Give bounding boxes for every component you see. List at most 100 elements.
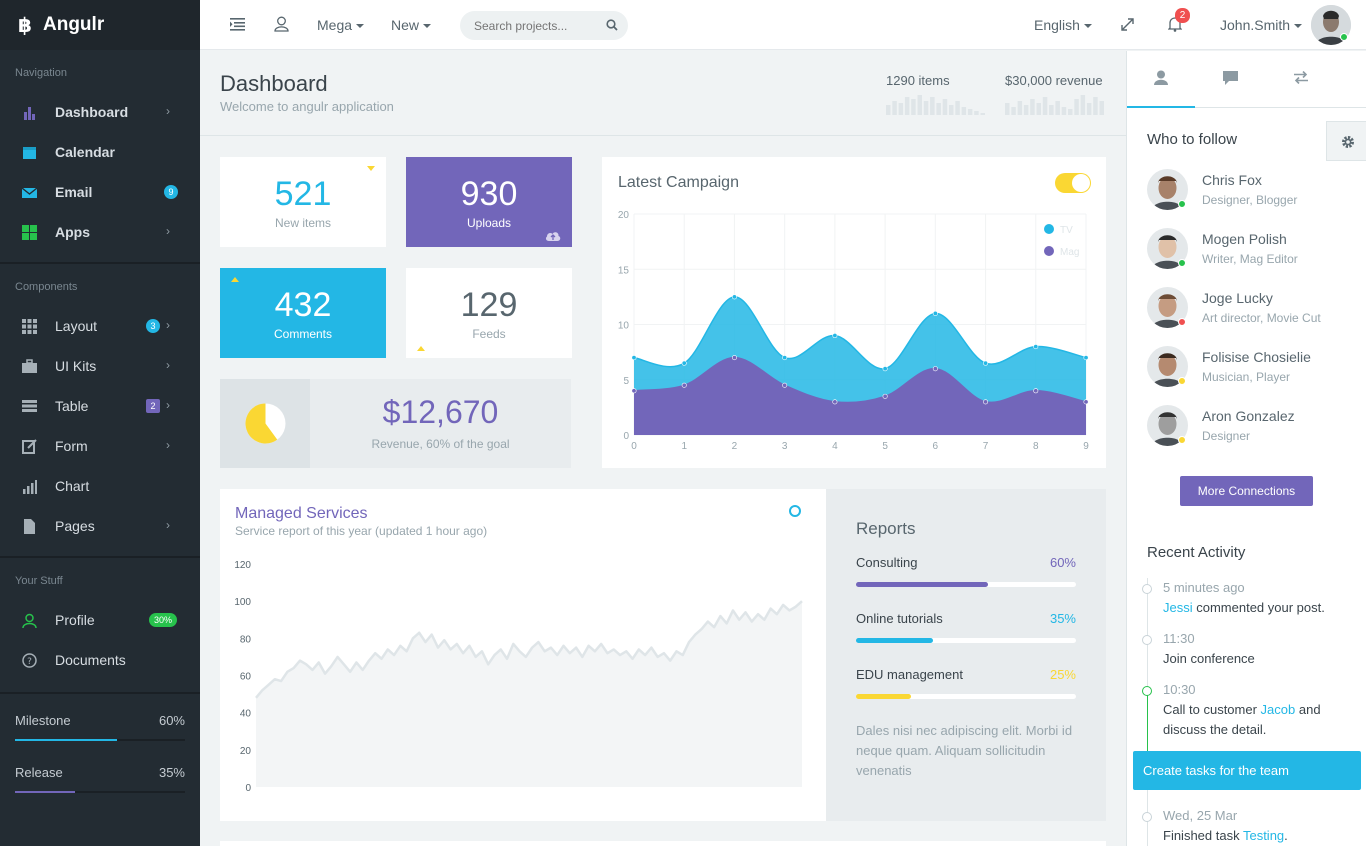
sidebar-item-label: Layout xyxy=(55,318,98,334)
tab-transfers[interactable] xyxy=(1265,51,1335,108)
new-items-value: 521 xyxy=(274,175,332,213)
data-point[interactable] xyxy=(1033,388,1039,394)
data-point[interactable] xyxy=(832,399,838,405)
comments-tile[interactable]: 432 Comments xyxy=(220,268,386,358)
uploads-value: 930 xyxy=(460,175,518,213)
sidebar-item-ui-kits[interactable]: UI Kits › xyxy=(0,348,200,384)
sidebar-item-pages[interactable]: Pages › xyxy=(0,508,200,544)
data-point[interactable] xyxy=(631,388,637,394)
follow-item[interactable]: Folisise Chosielie Musician, Player xyxy=(1147,346,1357,396)
sidebar-item-dashboard[interactable]: Dashboard › xyxy=(0,94,200,130)
sidebar-item-email[interactable]: Email 9 xyxy=(0,174,200,210)
person-name[interactable]: Mogen Polish xyxy=(1202,231,1287,247)
sidebar-item-calendar[interactable]: Calendar xyxy=(0,134,200,170)
user-icon[interactable] xyxy=(274,16,289,32)
data-point[interactable] xyxy=(932,310,938,316)
tab-messages[interactable] xyxy=(1195,51,1265,108)
chevron-right-icon: › xyxy=(166,398,170,412)
data-point[interactable] xyxy=(1083,355,1089,361)
sidebar-item-chart[interactable]: Chart xyxy=(0,468,200,504)
right-aside: Who to follow Chris Fox Designer, Blogger… xyxy=(1126,51,1366,846)
new-menu[interactable]: New xyxy=(391,17,432,33)
data-point[interactable] xyxy=(882,393,888,399)
data-point[interactable] xyxy=(681,382,687,388)
spark-bar xyxy=(936,103,941,115)
more-connections-button[interactable]: More Connections xyxy=(1180,476,1313,506)
report-label: Consulting xyxy=(856,555,918,570)
person-name[interactable]: Chris Fox xyxy=(1202,172,1262,188)
person-name[interactable]: Folisise Chosielie xyxy=(1202,349,1311,365)
data-point[interactable] xyxy=(932,366,938,372)
sidebar-item-table[interactable]: Table 2 › xyxy=(0,388,200,424)
data-point[interactable] xyxy=(782,355,788,361)
spark-bar xyxy=(917,95,922,115)
mega-menu[interactable]: Mega xyxy=(317,17,365,33)
data-point[interactable] xyxy=(983,399,989,405)
series-line-mag xyxy=(633,356,1087,404)
sidebar-item-form[interactable]: Form › xyxy=(0,428,200,464)
sidebar-item-profile[interactable]: Profile 30% xyxy=(0,602,200,638)
settings-button[interactable] xyxy=(1326,121,1366,161)
feeds-tile[interactable]: 129 Feeds xyxy=(406,268,572,358)
campaign-toggle[interactable] xyxy=(1055,173,1091,193)
tab-contacts[interactable] xyxy=(1127,51,1195,108)
services-panel: Managed Services Service report of this … xyxy=(220,489,826,821)
data-point[interactable] xyxy=(983,360,989,366)
comments-value: 432 xyxy=(274,286,332,324)
sidebar-item-apps[interactable]: Apps › xyxy=(0,214,200,250)
person-name[interactable]: Joge Lucky xyxy=(1202,290,1273,306)
revenue-pie-slice xyxy=(245,403,278,444)
data-point[interactable] xyxy=(1033,344,1039,350)
data-point[interactable] xyxy=(1083,399,1089,405)
follow-item[interactable]: Chris Fox Designer, Blogger xyxy=(1147,169,1357,219)
user-menu[interactable]: John.Smith xyxy=(1220,17,1303,33)
search-input[interactable] xyxy=(474,17,599,34)
sidebar-item-layout[interactable]: Layout 3 › xyxy=(0,308,200,344)
comment-icon xyxy=(1223,71,1238,85)
follow-item[interactable]: Mogen Polish Writer, Mag Editor xyxy=(1147,228,1357,278)
activity-time: Wed, 25 Mar xyxy=(1163,808,1238,823)
activity-link[interactable]: Jessi xyxy=(1163,600,1193,615)
follow-item[interactable]: Joge Lucky Art director, Movie Cut xyxy=(1147,287,1357,337)
spark-bar xyxy=(980,113,985,115)
reports-panel: Reports Consulting 60% Online tutorials 35%… xyxy=(826,489,1106,821)
data-point[interactable] xyxy=(731,355,737,361)
spark-bar xyxy=(949,105,954,115)
series-area-mag xyxy=(634,357,1086,435)
comments-label: Comments xyxy=(273,327,332,341)
y-tick-label: 10 xyxy=(618,321,630,332)
activity-link[interactable]: Jacob xyxy=(1260,702,1296,717)
person-name[interactable]: Aron Gonzalez xyxy=(1202,408,1295,424)
create-tasks-button[interactable]: Create tasks for the team xyxy=(1133,751,1361,790)
x-tick-label: 3 xyxy=(782,441,788,452)
activity-link[interactable]: Testing xyxy=(1242,828,1285,843)
revenue-panel: $12,670 Revenue, 60% of the goal xyxy=(220,379,571,468)
fullscreen-icon[interactable] xyxy=(1121,18,1134,31)
campaign-panel: Latest Campaign 0 5 10 15 20 0 1 2 3 4 5 6 7 8 9 TV Mag xyxy=(602,157,1106,468)
services-chart: 0 20 40 60 80 100 120 xyxy=(234,560,803,794)
layout-badge: 3 xyxy=(146,319,160,333)
refresh-indicator-icon[interactable] xyxy=(789,505,801,517)
avatar[interactable] xyxy=(1147,346,1188,387)
table-icon xyxy=(22,400,37,412)
search-box[interactable] xyxy=(460,11,628,40)
x-tick-label: 9 xyxy=(1083,441,1089,452)
language-select[interactable]: English xyxy=(1034,17,1092,33)
follow-item[interactable]: Aron Gonzalez Designer xyxy=(1147,405,1357,455)
spark-bar xyxy=(1061,107,1067,115)
user-name: John.Smith xyxy=(1220,17,1291,33)
data-point[interactable] xyxy=(731,294,737,300)
sidebar-item-documents[interactable]: ? Documents xyxy=(0,642,200,678)
data-point[interactable] xyxy=(631,355,637,361)
data-point[interactable] xyxy=(832,333,838,339)
uploads-tile[interactable]: 930 Uploads xyxy=(406,157,572,247)
brand[interactable]: ฿ Angulr xyxy=(0,0,200,50)
new-items-tile[interactable]: 521 New items xyxy=(220,157,386,247)
data-point[interactable] xyxy=(681,360,687,366)
menu-toggle-icon[interactable] xyxy=(230,18,245,31)
data-point[interactable] xyxy=(882,366,888,372)
search-icon[interactable] xyxy=(606,19,618,31)
caret-up-icon xyxy=(231,277,239,282)
data-point[interactable] xyxy=(782,382,788,388)
caret-down-icon xyxy=(423,24,432,29)
